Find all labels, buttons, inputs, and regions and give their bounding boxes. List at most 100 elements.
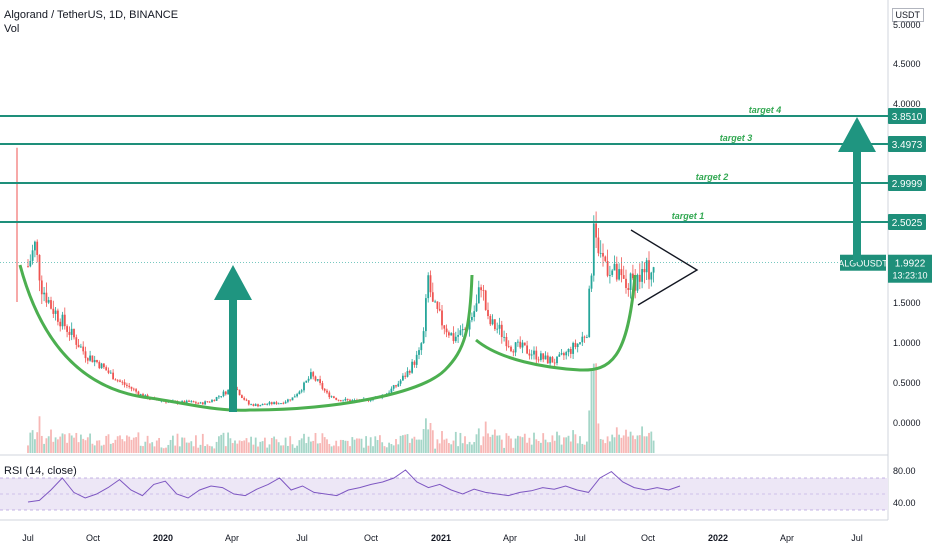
x-tick-label: Oct — [641, 533, 656, 543]
target-price-text: 2.5025 — [892, 218, 923, 229]
volume-bar — [270, 437, 273, 453]
volume-bar — [574, 434, 577, 453]
volume-bar — [284, 437, 287, 453]
volume-bar — [330, 446, 333, 453]
volume-bar — [261, 441, 264, 453]
candle-body — [388, 392, 390, 394]
volume-bar — [109, 443, 112, 453]
volume-bar — [441, 431, 443, 453]
volume-bar — [213, 448, 216, 453]
candle-body — [448, 332, 450, 336]
volume-bar — [434, 448, 436, 453]
candle-body — [323, 388, 326, 391]
volume-bar — [358, 438, 361, 453]
x-tick-label: Apr — [780, 533, 794, 543]
candle-body — [408, 370, 411, 373]
candle-body — [537, 359, 540, 361]
target-price-text: 3.8510 — [892, 112, 923, 123]
volume-bar — [372, 446, 374, 453]
candle-body — [487, 309, 489, 317]
candle-body — [77, 344, 80, 348]
candle-body — [567, 349, 570, 353]
volume-bar — [625, 429, 627, 453]
candle-body — [632, 273, 634, 279]
currency-unit-button[interactable]: USDT — [891, 8, 924, 22]
candle-body — [277, 403, 280, 405]
candle-body — [206, 401, 209, 403]
candle-body — [185, 400, 188, 404]
volume-bar — [144, 441, 147, 453]
volume-bar — [236, 443, 239, 453]
candle-body — [38, 254, 41, 281]
candle-body — [132, 388, 135, 390]
volume-bar — [648, 432, 650, 453]
candle-body — [66, 326, 68, 332]
candle-body — [592, 223, 595, 276]
candle-body — [505, 336, 508, 347]
candle-body — [510, 346, 512, 352]
candle-body — [629, 273, 632, 290]
volume-bar — [475, 434, 478, 453]
volume-bar — [206, 444, 209, 453]
candle-body — [220, 396, 223, 397]
volume-bar — [443, 439, 446, 453]
volume-bar — [107, 434, 110, 453]
volume-bar — [103, 444, 105, 453]
candle-body — [604, 256, 607, 261]
candle-body — [402, 375, 404, 381]
volume-bar — [418, 439, 420, 453]
volume-bar — [590, 371, 593, 453]
volume-bar — [622, 435, 625, 453]
candle-body — [344, 398, 347, 401]
candle-body — [500, 324, 503, 338]
volume-bar — [461, 443, 464, 453]
volume-bar — [195, 435, 197, 453]
candle-body — [218, 396, 220, 398]
candle-body — [326, 390, 328, 393]
candle-body — [293, 396, 296, 398]
x-tick-label: 2021 — [431, 533, 451, 543]
candle-body — [636, 274, 639, 291]
volume-bar — [454, 431, 457, 453]
target-label: target 1 — [672, 211, 705, 221]
candle-body — [128, 385, 131, 387]
volume-bar — [473, 442, 476, 453]
candle-body — [542, 353, 545, 360]
candle-body — [583, 336, 586, 338]
candle-body — [613, 263, 616, 271]
up-arrow-1 — [214, 265, 252, 412]
volume-bar — [459, 432, 462, 453]
volume-bar — [517, 435, 519, 453]
volume-bar — [482, 436, 485, 453]
target-price-tag — [888, 214, 926, 230]
volume-bar — [45, 438, 48, 453]
candle-body — [471, 317, 473, 321]
rsi-label: RSI (14, close) — [4, 465, 77, 477]
candle-body — [427, 275, 430, 299]
countdown-text: 13:23:10 — [892, 271, 927, 281]
volume-bar — [353, 439, 356, 453]
volume-bar — [38, 416, 41, 453]
volume-bar — [321, 433, 324, 453]
candle-body — [482, 290, 485, 291]
candle-body — [574, 342, 577, 348]
volume-bar — [379, 435, 381, 453]
volume-bar — [224, 446, 227, 453]
volume-bar — [420, 439, 423, 453]
volume-bar — [494, 429, 496, 453]
candle-body — [250, 404, 252, 406]
volume-bar — [652, 440, 655, 453]
volume-bar — [602, 439, 604, 453]
volume-bar — [627, 436, 630, 453]
candle-body — [328, 392, 331, 398]
candle-body — [121, 381, 124, 383]
candle-body — [245, 399, 248, 401]
volume-bar — [471, 444, 473, 453]
volume-bar — [160, 447, 163, 453]
volume-bar — [535, 439, 538, 453]
x-tick-label: 2022 — [708, 533, 728, 543]
volume-bar — [618, 434, 620, 453]
candle-body — [595, 223, 597, 238]
volume-bar — [346, 440, 349, 453]
